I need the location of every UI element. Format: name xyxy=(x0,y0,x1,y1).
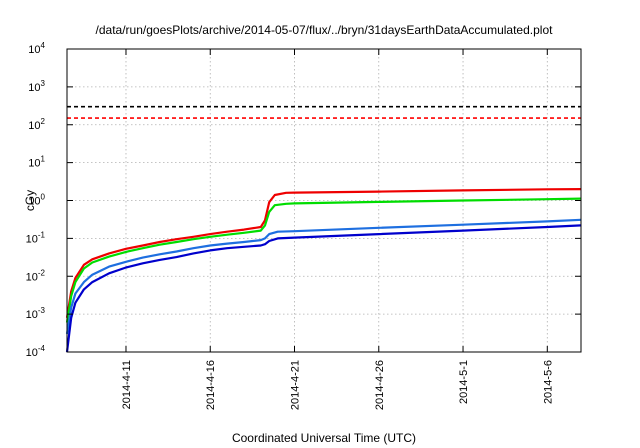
y-tick-exponent: 0 xyxy=(41,193,46,202)
y-tick-label: 101 xyxy=(28,155,45,170)
x-axis-label: Coordinated Universal Time (UTC) xyxy=(232,431,416,445)
series-line xyxy=(65,224,582,353)
y-tick-exponent: 1 xyxy=(41,155,46,164)
y-tick-label: 10-2 xyxy=(26,268,46,283)
x-tick-label: 2014-5-6 xyxy=(542,360,554,404)
x-tick-label: 2014-4-26 xyxy=(374,360,386,410)
x-axis: 2014-4-11 2014-4-16 2014-4-21 2014-4-26 2014… xyxy=(121,49,554,410)
x-tick-label: 2014-4-21 xyxy=(290,360,302,410)
x-tick-label: 2014-5-1 xyxy=(458,360,470,404)
grid xyxy=(67,49,581,352)
series-layer xyxy=(65,188,582,353)
reference-lines xyxy=(67,105,581,119)
y-tick-label: 10-4 xyxy=(26,344,46,359)
x-tick-label: 2014-4-16 xyxy=(205,360,217,410)
y-tick-exponent: 2 xyxy=(41,117,46,126)
x-tick-label: 2014-4-11 xyxy=(121,360,133,409)
series-line xyxy=(65,218,582,335)
y-tick-exponent: -4 xyxy=(38,344,46,353)
y-tick-label: 104 xyxy=(28,41,45,56)
series-line xyxy=(65,197,582,323)
y-axis-label: cGy xyxy=(23,190,37,211)
y-tick-label: 10-1 xyxy=(26,230,46,245)
y-tick-label: 103 xyxy=(28,79,45,94)
y-tick-exponent: 4 xyxy=(41,41,46,50)
chart-title: /data/run/goesPlots/archive/2014-05-07/f… xyxy=(96,23,554,37)
y-tick-exponent: 3 xyxy=(41,79,46,88)
y-tick-exponent: -1 xyxy=(38,230,46,239)
y-tick-exponent: -2 xyxy=(38,268,46,277)
y-tick-label: 10-3 xyxy=(26,306,46,321)
y-tick-label: 102 xyxy=(28,117,45,132)
series-line xyxy=(65,188,582,318)
y-tick-exponent: -3 xyxy=(38,306,46,315)
